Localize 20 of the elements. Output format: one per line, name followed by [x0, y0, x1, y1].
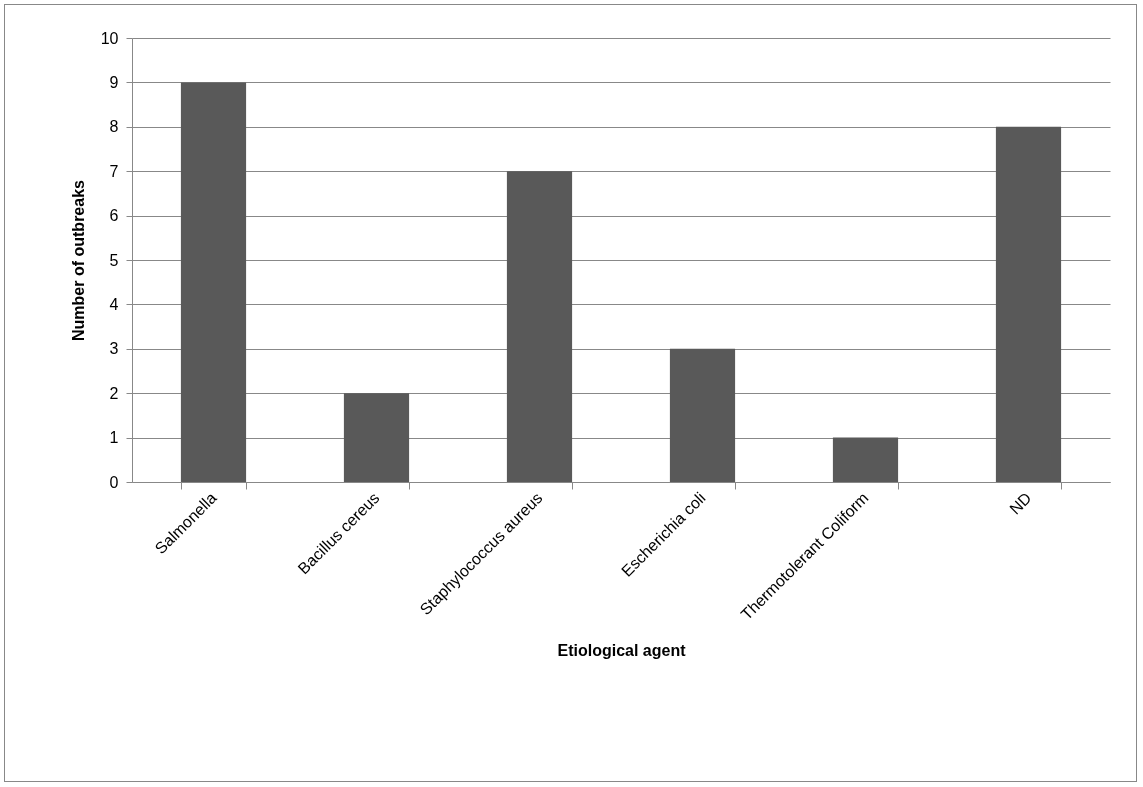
- y-axis-title: Number of outbreaks: [69, 179, 87, 341]
- y-tick-label: 8: [109, 118, 119, 136]
- y-tick-label: 3: [109, 340, 119, 358]
- bar: [343, 393, 410, 482]
- y-tick-label: 10: [100, 29, 119, 47]
- x-axis-title: Etiological agent: [557, 642, 687, 660]
- bar: [669, 348, 736, 482]
- y-tick-label: 5: [109, 251, 119, 269]
- bar: [506, 171, 573, 482]
- y-tick-label: 4: [109, 295, 119, 313]
- bar: [832, 437, 899, 482]
- y-tick-label: 0: [109, 473, 119, 491]
- y-tick-label: 7: [109, 162, 119, 180]
- y-tick-label: 2: [109, 384, 119, 402]
- x-tick-label: ND: [1006, 489, 1035, 518]
- bar: [995, 126, 1062, 482]
- bar: [180, 82, 247, 482]
- y-tick-label: 9: [109, 73, 119, 91]
- y-tick-label: 1: [109, 429, 119, 447]
- y-tick-label: 6: [109, 207, 119, 225]
